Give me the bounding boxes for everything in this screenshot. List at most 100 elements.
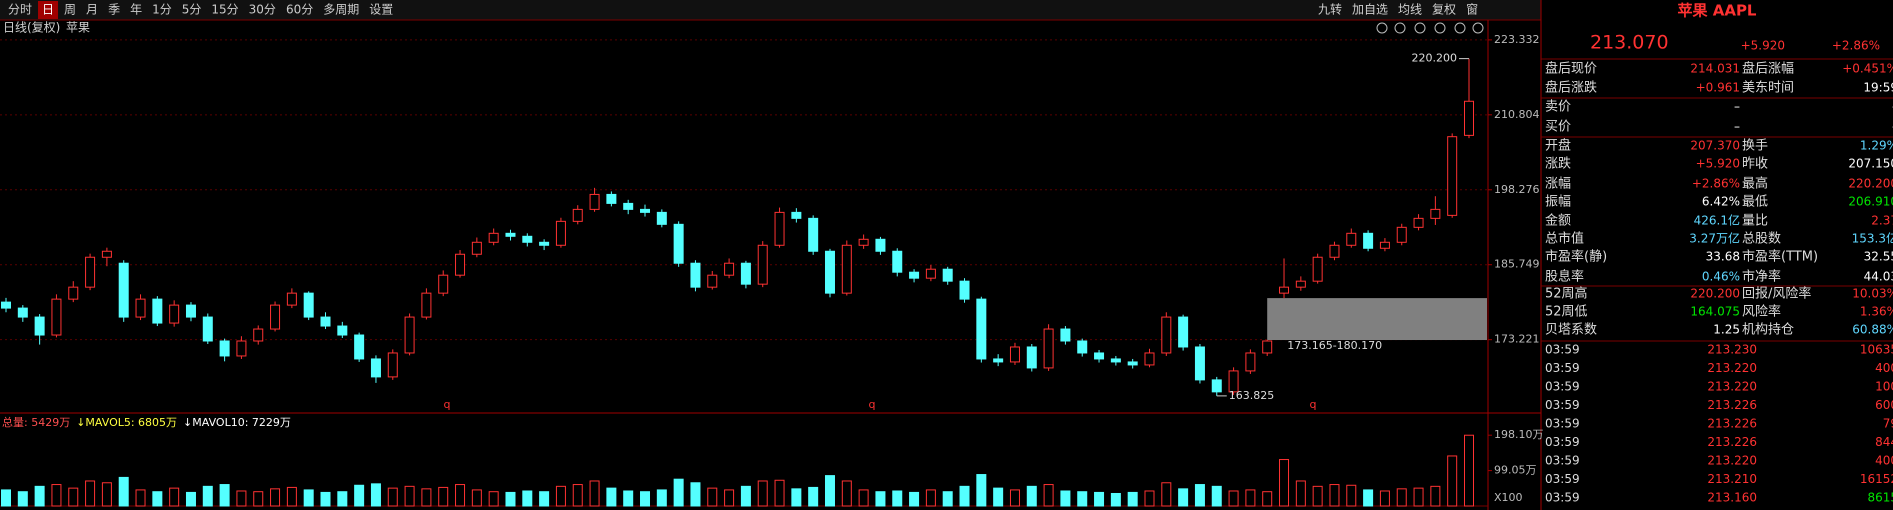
- event-marker: q: [444, 398, 451, 411]
- volume-bar: [1094, 491, 1105, 507]
- quote-label: 盘后现价: [1545, 61, 1597, 77]
- quote-label: 卖价: [1545, 100, 1571, 115]
- trade-time: 03:59: [1545, 435, 1580, 449]
- period-tab[interactable]: 月: [86, 3, 98, 17]
- period-tab[interactable]: 日: [42, 3, 54, 17]
- candle-body: [354, 334, 365, 360]
- candle-body: [471, 241, 482, 255]
- volume-bar: [640, 491, 651, 507]
- volume-bar: [724, 489, 735, 507]
- quote-label: 总市值: [1545, 231, 1584, 247]
- tool-button[interactable]: 均线: [1398, 3, 1422, 17]
- volume-bar: [370, 483, 381, 507]
- tool-button[interactable]: 九转: [1318, 2, 1342, 17]
- volume-legend: 总量: 5429万: [2, 415, 70, 429]
- volume-bar: [471, 489, 482, 507]
- candle-body: [253, 328, 264, 342]
- candle-body: [1262, 340, 1273, 354]
- candle-body: [1178, 316, 1189, 348]
- period-tab[interactable]: 设置: [369, 3, 393, 17]
- tool-button[interactable]: 复权: [1432, 3, 1456, 17]
- volume-bar: [690, 482, 701, 507]
- volume-bar: [925, 489, 936, 507]
- trade-price: 213.220: [1707, 380, 1757, 394]
- period-tab[interactable]: 分时: [8, 3, 32, 17]
- candle-body: [959, 280, 970, 300]
- volume-bar: [1, 489, 11, 507]
- volume-bar: [236, 490, 247, 507]
- trade-time: 03:59: [1545, 472, 1580, 486]
- volume-bar: [1144, 490, 1155, 507]
- active-tab: [38, 1, 59, 19]
- period-tab[interactable]: 多周期: [323, 3, 359, 17]
- quote-label: 市盈率(静): [1545, 249, 1607, 265]
- candle-body: [555, 220, 566, 246]
- candle-body: [135, 298, 146, 318]
- quote-value: –: [1734, 100, 1740, 114]
- period-tab[interactable]: 年: [130, 3, 142, 17]
- quote-value: 2.37: [1871, 214, 1893, 228]
- volume-bar: [1312, 485, 1323, 507]
- period-tab[interactable]: 60分: [286, 3, 313, 17]
- period-tab[interactable]: 5分: [182, 3, 202, 17]
- candle-body: [925, 268, 936, 279]
- volume-bar: [1430, 485, 1441, 507]
- volume-bar: [51, 484, 62, 507]
- volume-bar: [152, 491, 163, 507]
- quote-value: +2.86%: [1692, 177, 1740, 191]
- candle-body: [286, 292, 297, 306]
- stock-name: 苹果 AAPL: [1678, 2, 1757, 20]
- chart-name: 苹果: [66, 21, 90, 35]
- trade-price: 213.226: [1707, 398, 1757, 412]
- trade-volume: 8615: [1867, 491, 1893, 505]
- period-tab[interactable]: 30分: [249, 3, 276, 17]
- price-pct: +2.86%: [1832, 39, 1880, 53]
- candle-body: [673, 223, 684, 264]
- quote-label: 开盘: [1545, 138, 1571, 154]
- period-tab[interactable]: 1分: [152, 3, 172, 17]
- quote-value: 32.55: [1864, 250, 1893, 264]
- volume-bar: [555, 485, 566, 507]
- trade-time: 03:59: [1545, 380, 1580, 394]
- volume-bar: [1009, 489, 1020, 507]
- candle-body: [606, 193, 617, 204]
- price-change: +5.920: [1741, 39, 1785, 53]
- candle-body: [1009, 346, 1020, 363]
- trade-time: 03:59: [1545, 361, 1580, 375]
- volume-bar: [1379, 490, 1390, 507]
- trade-volume: 400: [1875, 454, 1893, 468]
- trade-volume: 600: [1875, 398, 1893, 412]
- gap-box: [1267, 298, 1487, 341]
- candle-body: [219, 340, 230, 357]
- volume-bar: [85, 480, 96, 507]
- volume-bar: [1346, 484, 1357, 507]
- y-tick-label: 210.804: [1494, 108, 1540, 121]
- period-tab[interactable]: 15分: [211, 3, 238, 17]
- candle-body: [370, 358, 381, 378]
- volume-bar: [1363, 489, 1374, 507]
- quote-value: 33.68: [1706, 250, 1740, 264]
- tool-button[interactable]: 窗: [1466, 3, 1478, 17]
- candle-body: [774, 211, 785, 246]
- period-tab[interactable]: 周: [64, 3, 76, 17]
- volume-bar: [707, 487, 718, 507]
- tool-button[interactable]: 加自选: [1352, 3, 1388, 17]
- candle-body: [455, 253, 466, 276]
- candle-body: [909, 271, 920, 279]
- volume-bar: [455, 484, 466, 507]
- candle-body: [438, 274, 449, 294]
- trade-price: 213.226: [1707, 435, 1757, 449]
- y-tick-label: 99.05万: [1494, 464, 1537, 477]
- quote-value: 153.3亿: [1852, 231, 1893, 246]
- period-tab[interactable]: 季: [108, 3, 120, 17]
- quote-value: 6.42%: [1702, 195, 1740, 209]
- volume-bar: [438, 486, 449, 507]
- quote-value: 0.46%: [1702, 270, 1740, 284]
- volume-bar: [34, 485, 45, 507]
- quote-value: +0.961: [1696, 81, 1740, 95]
- quote-value: 207.370: [1690, 139, 1740, 153]
- candle-body: [572, 208, 583, 222]
- volume-bar: [286, 486, 297, 507]
- quote-label: 振幅: [1545, 195, 1571, 210]
